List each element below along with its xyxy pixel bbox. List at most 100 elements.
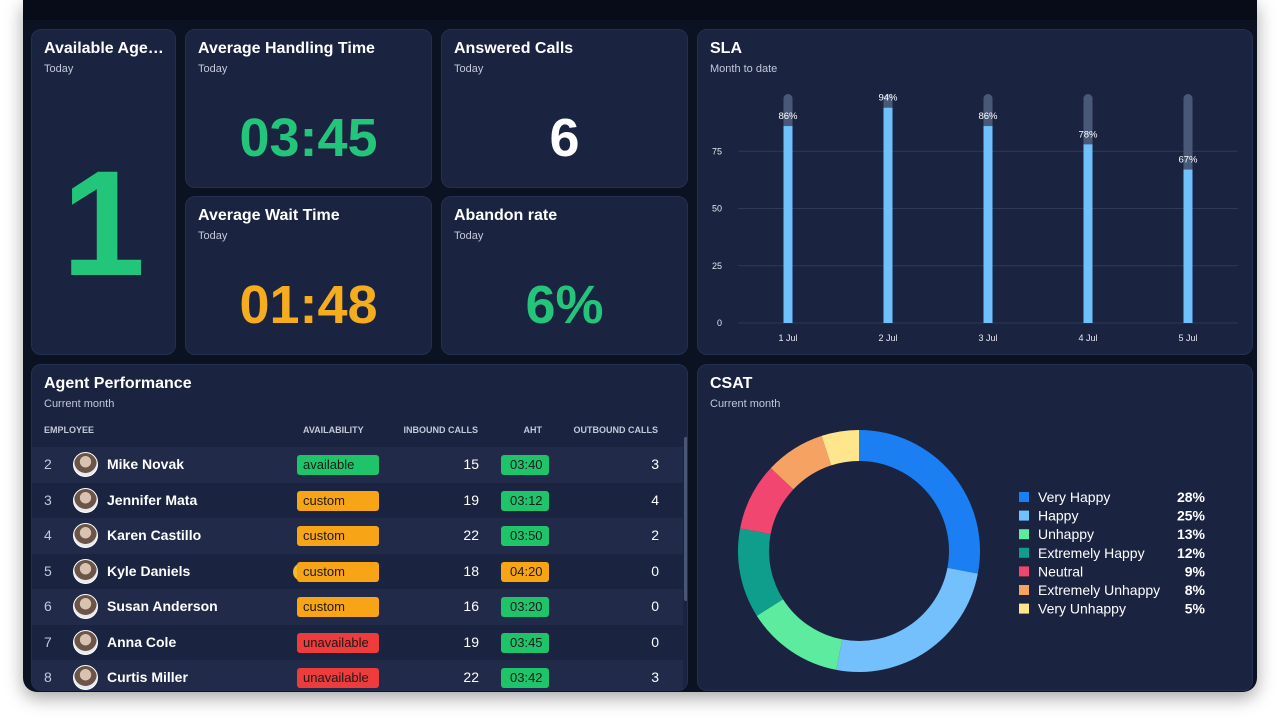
table-title: Agent Performance [44,375,192,392]
outbound-calls: 0 [651,562,659,579]
tile-title: Available Age… [44,40,164,57]
legend-label: Happy [1038,508,1078,524]
table-subtitle: Current month [44,398,115,410]
column-header: OUTBOUND CALLS [573,425,659,435]
aht-pill: 03:50 [501,526,549,546]
tile-subtitle: Today [454,230,484,242]
chart-subtitle: Current month [710,398,781,410]
x-tick-label: 3 Jul [978,333,997,343]
kpi-tile: Answered Calls Today 6 [441,29,688,188]
donut-segment [859,430,980,574]
availability-pill: custom [297,597,379,617]
y-tick-label: 25 [712,261,722,271]
employee-name: Curtis Miller [107,669,188,685]
x-tick-label: 2 Jul [878,333,897,343]
inbound-calls: 19 [463,491,479,508]
scrollbar [684,437,687,601]
rank: 2 [44,456,52,472]
table-row: 5 Kyle Daniels custom 18 04:20 0 [32,553,683,589]
bar [783,126,793,323]
avatar [73,629,98,655]
avatar [73,452,98,477]
outbound-calls: 3 [651,456,659,472]
kpi-value: 03:45 [239,107,378,168]
avatar [73,594,98,619]
kpi-value: 01:48 [239,274,378,335]
legend-value: 8% [1185,582,1206,598]
inbound-calls: 16 [463,598,479,614]
tile-title: Answered Calls [454,40,574,57]
kpi-value: 1 [61,139,146,307]
aht-pill: 04:20 [501,561,549,582]
availability-pill: available [297,455,379,475]
tile-title: Average Wait Time [198,207,340,224]
inbound-calls: 22 [463,527,479,543]
kpi-tile: Abandon rate Today 6% [441,196,688,355]
data-label: 67% [1178,155,1198,166]
top-bar [23,0,1257,20]
column-header: AVAILABILITY [303,425,364,435]
legend-label: Extremely Happy [1038,545,1145,561]
tile-subtitle: Today [198,63,228,75]
table-row: 8 Curtis Miller unavailable 22 03:42 3 [32,660,683,690]
x-tick-label: 1 Jul [778,333,797,343]
inbound-calls: 19 [463,633,479,650]
avatar [73,665,98,690]
column-header: INBOUND CALLS [403,425,479,435]
legend-swatch [1019,492,1029,502]
availability-pill: unavailable [297,632,379,653]
employee-name: Kyle Daniels [107,562,191,579]
outbound-calls: 4 [651,491,659,508]
chart: Very Happy 28% Happy 25% Unhappy 13% Extremely… [738,430,1206,672]
legend-swatch [1019,510,1029,521]
inbound-calls: 18 [463,562,479,579]
legend-swatch [1019,566,1029,577]
legend-swatch [1019,529,1029,540]
tile-subtitle: Today [44,63,74,75]
inbound-calls: 15 [463,456,479,472]
tile-subtitle: Today [198,230,228,242]
avatar [73,558,98,584]
donut-segment [770,435,832,490]
rank: 5 [44,562,52,579]
donut-segment [740,468,794,535]
avatar [73,523,98,548]
data-label: 86% [978,111,998,122]
table-row: 3 Jennifer Mata custom 19 03:12 4 [32,482,683,518]
x-tick-label: 5 Jul [1178,333,1197,343]
kpi-tile: Average Wait Time Today 01:48 [185,196,432,355]
legend-label: Neutral [1038,563,1083,579]
availability-pill: custom [297,490,379,511]
legend-value: 28% [1177,489,1206,505]
aht-pill: 03:45 [501,632,549,653]
legend-swatch [1019,585,1029,595]
tile-subtitle: Today [454,63,484,75]
tile-title: Average Handling Time [198,40,375,57]
employee-name: Susan Anderson [107,598,218,614]
legend-label: Very Unhappy [1038,601,1126,617]
kpi-tile: Available Age… Today 1 [31,29,176,355]
bar [1183,169,1193,323]
table-row: 7 Anna Cole unavailable 19 03:45 0 [32,624,683,660]
tile-title: Abandon rate [454,207,558,224]
outbound-calls: 3 [651,669,659,685]
donut-segment [756,599,843,670]
legend-value: 25% [1177,508,1206,524]
availability-pill: custom [297,561,379,582]
employee-name: Karen Castillo [107,527,202,543]
availability-pill: custom [297,526,379,546]
avatar [73,487,98,513]
bar [1083,144,1093,323]
legend-value: 5% [1185,601,1206,617]
column-header: AHT [523,425,543,435]
table-tile: Agent Performance Current month EMPLOYEE AV… [31,364,688,691]
employee-name: Jennifer Mata [107,491,198,508]
inbound-calls: 22 [463,669,479,685]
aht-pill: 03:40 [501,455,549,475]
outbound-calls: 0 [651,598,659,614]
y-tick-label: 50 [712,204,722,214]
data-label: 86% [778,111,798,122]
kpi-tile: Average Handling Time Today 03:45 [185,29,432,188]
availability-pill: unavailable [297,668,379,688]
